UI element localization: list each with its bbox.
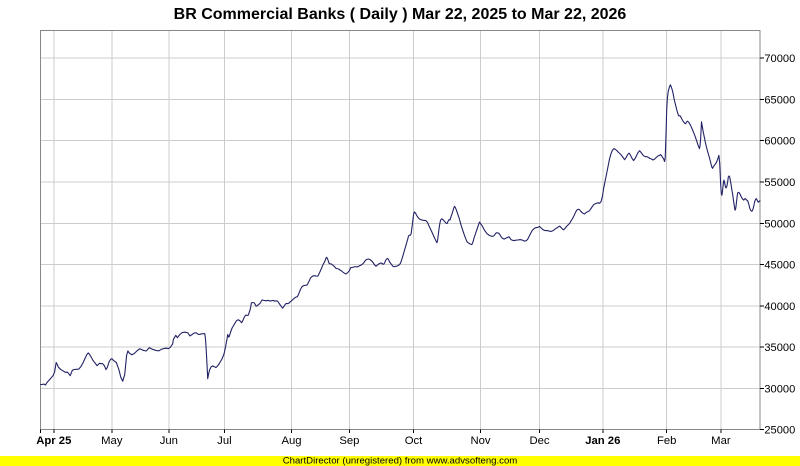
- svg-text:40000: 40000: [764, 301, 795, 313]
- svg-text:Apr 25: Apr 25: [36, 435, 71, 447]
- svg-text:Dec: Dec: [529, 435, 549, 447]
- svg-text:Feb: Feb: [657, 435, 676, 447]
- svg-text:Aug: Aug: [281, 435, 301, 447]
- svg-text:45000: 45000: [764, 260, 795, 272]
- svg-text:BR Commercial Banks ( Daily ): BR Commercial Banks ( Daily ) Mar 22, 20…: [174, 6, 627, 23]
- svg-text:May: May: [101, 435, 123, 447]
- svg-text:65000: 65000: [764, 95, 795, 107]
- svg-text:35000: 35000: [764, 342, 795, 354]
- svg-text:Nov: Nov: [470, 435, 490, 447]
- svg-text:55000: 55000: [764, 177, 795, 189]
- svg-text:Oct: Oct: [405, 435, 423, 447]
- svg-text:Jan 26: Jan 26: [585, 435, 620, 447]
- svg-text:Sep: Sep: [339, 435, 359, 447]
- svg-text:Jun: Jun: [160, 435, 178, 447]
- svg-text:70000: 70000: [764, 53, 795, 65]
- svg-text:30000: 30000: [764, 383, 795, 395]
- svg-text:50000: 50000: [764, 218, 795, 230]
- svg-text:60000: 60000: [764, 136, 795, 148]
- svg-text:25000: 25000: [764, 425, 795, 437]
- svg-text:ChartDirector (unregistered) f: ChartDirector (unregistered) from www.ad…: [283, 456, 518, 466]
- svg-text:Jul: Jul: [217, 435, 231, 447]
- svg-text:Mar: Mar: [711, 435, 731, 447]
